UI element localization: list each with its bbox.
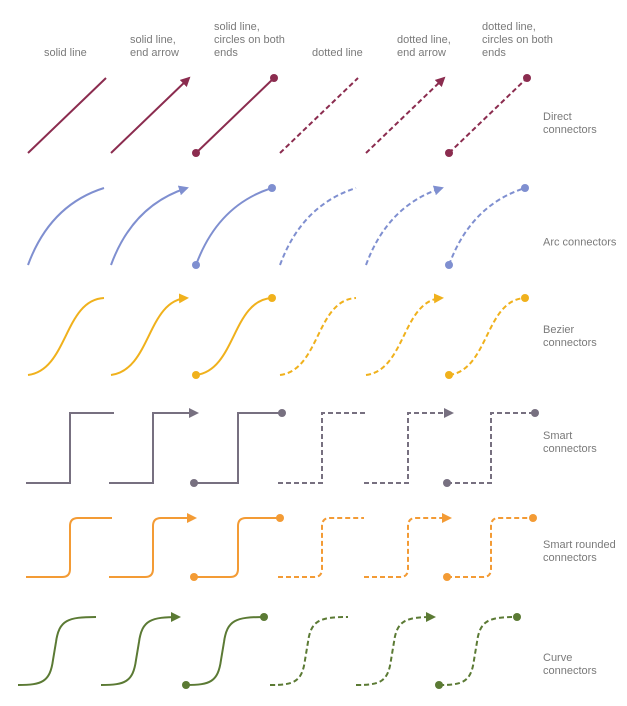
end-circle (276, 514, 284, 522)
connector (448, 187, 526, 266)
connector (195, 187, 273, 266)
end-circle (531, 409, 539, 417)
connector (447, 412, 535, 484)
connector (27, 187, 105, 266)
connector (27, 297, 105, 376)
connector (27, 77, 107, 154)
connector (110, 76, 191, 154)
end-circle (268, 294, 276, 302)
end-circle (270, 74, 278, 82)
connector (195, 77, 275, 154)
connector (279, 187, 357, 266)
column-header: solid line (44, 47, 87, 59)
end-circle (443, 573, 451, 581)
row-label: Direct connectors (543, 111, 597, 136)
connector (365, 76, 446, 154)
row-label: Smart connectors (543, 430, 597, 455)
end-circle (521, 294, 529, 302)
connector (278, 517, 364, 578)
end-circle (192, 261, 200, 269)
connector (447, 517, 533, 578)
column-header: dotted line, end arrow (397, 34, 451, 59)
column-header: dotted line, circles on both ends (482, 21, 553, 59)
column-header: solid line, end arrow (130, 34, 179, 59)
end-circle (260, 613, 268, 621)
column-header: dotted line (312, 47, 363, 59)
connector (109, 513, 197, 578)
connector (279, 297, 357, 376)
connector (195, 297, 273, 376)
row-label: Curve connectors (543, 652, 597, 677)
end-circle (192, 149, 200, 157)
end-circle (445, 261, 453, 269)
end-circle (192, 371, 200, 379)
row-label: Bezier connectors (543, 324, 597, 349)
end-circle (278, 409, 286, 417)
connector (17, 616, 97, 686)
connector (194, 412, 282, 484)
connector (365, 185, 444, 266)
connector (355, 612, 436, 686)
end-circle (513, 613, 521, 621)
connector (438, 616, 518, 686)
end-circle (443, 479, 451, 487)
connector (448, 297, 526, 376)
connector (279, 77, 359, 154)
end-circle (190, 573, 198, 581)
end-circle (182, 681, 190, 689)
row-label: Smart rounded connectors (543, 539, 616, 564)
row-label: Arc connectors (543, 236, 617, 249)
connector (26, 412, 114, 484)
column-header: solid line, circles on both ends (214, 21, 285, 59)
connector (26, 517, 112, 578)
end-circle (529, 514, 537, 522)
connector (278, 412, 366, 484)
end-circle (521, 184, 529, 192)
end-circle (445, 149, 453, 157)
end-circle (523, 74, 531, 82)
end-circle (268, 184, 276, 192)
connector (185, 616, 265, 686)
connector (364, 513, 452, 578)
connector (364, 408, 454, 484)
connector (269, 616, 349, 686)
connector (110, 293, 189, 376)
connector (448, 77, 528, 154)
connector (194, 517, 280, 578)
connector (110, 185, 189, 266)
end-circle (445, 371, 453, 379)
connector (365, 293, 444, 376)
end-circle (190, 479, 198, 487)
end-circle (435, 681, 443, 689)
connector (100, 612, 181, 686)
connector (109, 408, 199, 484)
